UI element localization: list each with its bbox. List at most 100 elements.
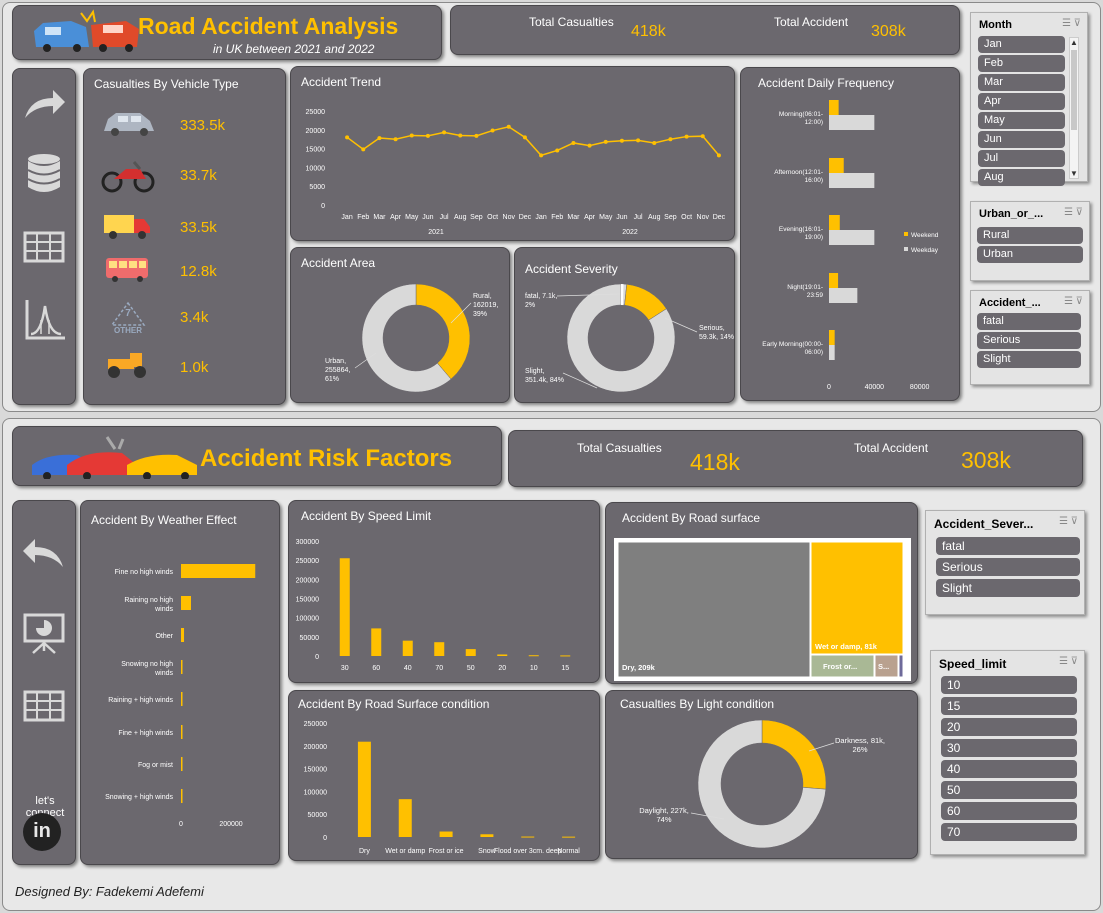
slicer-item[interactable]: Jun — [978, 131, 1065, 148]
y-tick-label: 300000 — [296, 539, 319, 546]
scroll-thumb[interactable] — [1071, 50, 1077, 130]
x-tick-label: Wet or damp — [385, 848, 425, 855]
weather-card: Accident By Weather Effect Fine no high … — [80, 500, 280, 865]
slicer-item[interactable]: Jan — [978, 36, 1065, 53]
vehicle-type-card: Casualties By Vehicle Type 333.5k 33.7k 33… — [83, 68, 286, 405]
severity-slicer-top[interactable]: Accident_... ☰ ⊽ fatal Serious Slight — [970, 290, 1090, 385]
slicer-item[interactable]: May — [978, 112, 1065, 129]
trend-point — [571, 140, 576, 145]
other-icon-glyph: 7 — [125, 308, 131, 319]
x-tick-label: Jun — [422, 214, 433, 221]
forward-arrow-icon[interactable] — [21, 84, 67, 130]
month-slicer[interactable]: Month ☰ ⊽ Jan Feb Mar Apr May Jun Jul Aug ▲ ▼ — [970, 12, 1088, 186]
slicer-icons[interactable]: ☰ ⊽ — [1058, 516, 1078, 527]
x-tick-label: Mar — [567, 214, 580, 221]
slicer-item[interactable]: 10 — [941, 676, 1077, 694]
month-scrollbar[interactable]: ▲ ▼ — [1069, 37, 1079, 179]
data-label: Darkness, 81k, — [835, 736, 885, 745]
area-chart: Rural, 162019, 39% Urban, 255864, 61% — [325, 283, 498, 393]
x-tick-label: 30 — [341, 665, 349, 672]
x-tick-label: May — [599, 214, 613, 221]
slicer-item[interactable]: 50 — [941, 781, 1077, 799]
trend-point — [409, 133, 414, 138]
slicer-icons[interactable]: ☰ ⊽ — [1063, 207, 1083, 218]
speed-slicer-title: Speed_limit — [939, 657, 1007, 671]
treemap-tile — [874, 654, 899, 678]
vehicle-value: 12.8k — [180, 263, 217, 280]
database-icon[interactable] — [21, 151, 67, 197]
table-icon[interactable] — [21, 683, 67, 729]
slicer-item[interactable]: Serious — [977, 332, 1081, 349]
severity-chart: fatal, 7.1k, 2% Serious, 59.3k, 14% Slight, 3… — [525, 283, 734, 393]
slicer-item[interactable]: Feb — [978, 55, 1065, 72]
slicer-item[interactable]: fatal — [936, 537, 1080, 555]
y-category-label: Early Morning(00:00- — [762, 341, 823, 348]
x-tick-label: Dry — [359, 848, 370, 855]
urban-slicer[interactable]: Urban_or_... ☰ ⊽ Rural Urban — [970, 201, 1090, 281]
back-arrow-icon[interactable] — [21, 533, 67, 579]
y-tick-label: 0 — [323, 835, 327, 842]
month-slicer-title: Month — [979, 19, 1012, 31]
x-tick-label: Mar — [373, 214, 386, 221]
crash-cars-icon — [32, 436, 197, 479]
y-category-label: winds — [154, 670, 173, 677]
trend-point — [361, 147, 366, 152]
weekday-bar — [829, 288, 858, 303]
trend-point — [345, 135, 350, 140]
slicer-item[interactable]: Slight — [977, 351, 1081, 368]
slicer-item[interactable]: Serious — [936, 558, 1080, 576]
treemap-label: Wet or damp, 81k — [815, 642, 878, 651]
area-card: Accident Area Rural, 162019, 39% Urban, 2558… — [290, 247, 510, 403]
severity-slicer-bottom[interactable]: Accident_Sever... ☰ ⊽ fatal Serious Slight — [925, 510, 1085, 615]
x-tick-label: Oct — [681, 214, 692, 221]
slicer-item[interactable]: Urban — [977, 246, 1083, 263]
kpi-casualties-label: Total Casualties — [577, 441, 662, 455]
slicer-item[interactable]: 15 — [941, 697, 1077, 715]
weekend-bar — [829, 215, 840, 230]
slicer-item[interactable]: 60 — [941, 802, 1077, 820]
weekday-bar — [829, 173, 875, 188]
other-icon-label: OTHER — [114, 326, 142, 335]
y-category-label: Snowing no high — [121, 661, 173, 668]
slicer-icons[interactable]: ☰ ⊽ — [1058, 656, 1078, 667]
slicer-item[interactable]: Aug — [978, 169, 1065, 186]
vehicle-type-title: Casualties By Vehicle Type — [94, 77, 239, 91]
main-subtitle: in UK between 2021 and 2022 — [213, 42, 375, 56]
scroll-up-icon[interactable]: ▲ — [1070, 38, 1078, 47]
slicer-item[interactable]: Apr — [978, 93, 1065, 110]
table-icon[interactable] — [21, 224, 67, 270]
leader-line — [690, 812, 725, 820]
kpi-card-top: Total Casualties 418k Total Accident 308… — [450, 5, 960, 55]
linkedin-icon[interactable]: in — [23, 813, 61, 851]
title-card: Road Accident Analysis in UK between 202… — [12, 5, 442, 60]
slicer-icons[interactable]: ☰ ⊽ — [1063, 296, 1083, 307]
slicer-item[interactable]: 70 — [941, 823, 1077, 841]
crash-cars-icon — [34, 9, 139, 52]
slicer-icons[interactable]: ☰ ⊽ — [1061, 18, 1081, 29]
slicer-item[interactable]: 20 — [941, 718, 1077, 736]
distribution-chart-icon[interactable] — [21, 296, 67, 342]
leader-line — [808, 742, 835, 752]
slicer-item[interactable]: 40 — [941, 760, 1077, 778]
scroll-down-icon[interactable]: ▼ — [1070, 169, 1078, 178]
x-tick-label: 0 — [827, 384, 831, 391]
trend-point — [619, 138, 624, 143]
presentation-icon[interactable] — [21, 609, 67, 655]
y-tick-label: 20000 — [306, 128, 326, 135]
slicer-item[interactable]: Jul — [978, 150, 1065, 167]
slicer-item[interactable]: Mar — [978, 74, 1065, 91]
speed-slicer[interactable]: Speed_limit ☰ ⊽ 10 15 20 30 40 50 60 70 — [930, 650, 1085, 855]
treemap-label: Dry, 209k — [622, 663, 656, 672]
x-tick-label: 80000 — [910, 384, 930, 391]
slicer-item[interactable]: 30 — [941, 739, 1077, 757]
slicer-item[interactable]: fatal — [977, 313, 1081, 330]
slicer-item[interactable]: Rural — [977, 227, 1083, 244]
donut-slice — [566, 283, 676, 393]
donut-slice — [761, 719, 827, 790]
slicer-item[interactable]: Slight — [936, 579, 1080, 597]
y-category-label: winds — [154, 606, 173, 613]
y-tick-label: 5000 — [309, 184, 325, 191]
treemap-tile — [898, 654, 904, 678]
bar — [371, 628, 382, 656]
daily-title: Accident Daily Frequency — [758, 76, 895, 90]
